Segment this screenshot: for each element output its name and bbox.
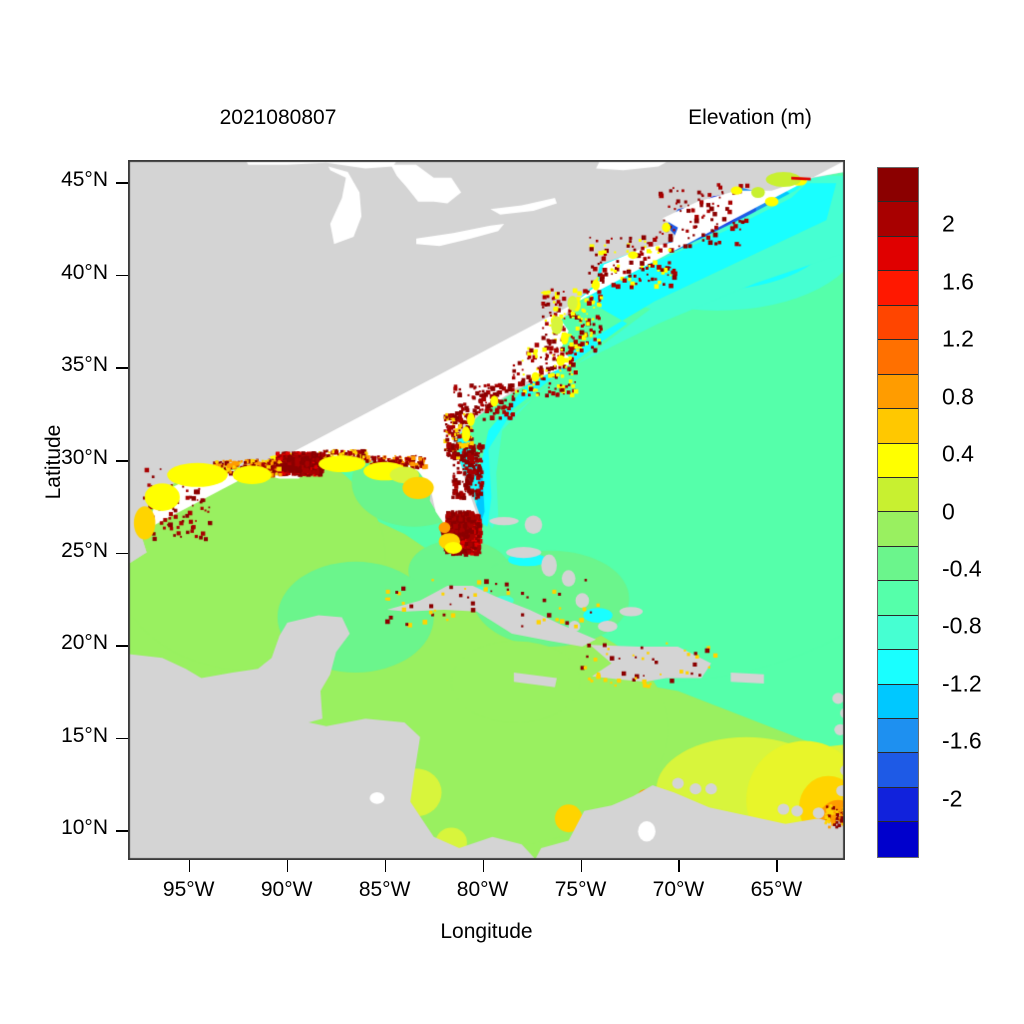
colorbar-tick-label: 2 — [942, 210, 955, 237]
colorbar-cell[interactable] — [878, 822, 918, 857]
colorbar-cell[interactable] — [878, 443, 918, 478]
y-tick — [116, 367, 128, 369]
y-tick — [116, 645, 128, 647]
colorbar-cell[interactable] — [878, 168, 918, 203]
colorbar-cell[interactable] — [878, 650, 918, 685]
x-tick — [776, 860, 778, 872]
x-tick — [580, 860, 583, 872]
colorbar-tick-label: 0.4 — [942, 440, 974, 467]
x-tick — [678, 860, 680, 872]
colorbar-cell[interactable] — [878, 546, 918, 582]
y-tick-label: 35°N — [61, 353, 108, 377]
colorbar-tick-label: -0.4 — [942, 555, 982, 582]
x-tick-label: 70°W — [652, 878, 705, 901]
y-tick — [116, 460, 128, 462]
x-tick-label: 65°W — [750, 878, 803, 901]
map-plot-area[interactable] — [128, 160, 845, 860]
x-tick — [384, 860, 387, 872]
colorbar-tick-label: 1.6 — [942, 268, 974, 295]
colorbar-tick-label: -1.2 — [942, 670, 982, 697]
page-title: 2021080807 — [219, 106, 337, 129]
y-tick — [116, 182, 128, 184]
x-axis-title: Longitude — [440, 920, 533, 943]
colorbar-cell[interactable] — [878, 684, 918, 719]
y-tick-label: 20°N — [61, 631, 108, 655]
y-tick-label: 15°N — [61, 723, 108, 747]
x-tick-label: 75°W — [554, 878, 607, 901]
y-tick — [116, 552, 128, 555]
y-tick — [116, 274, 128, 277]
y-tick — [116, 830, 128, 832]
x-tick-label: 95°W — [162, 878, 215, 901]
colorbar[interactable] — [877, 167, 919, 858]
colorbar-tick-label: 0 — [942, 498, 955, 524]
colorbar-tick-label: -0.8 — [942, 612, 982, 639]
colorbar-cell[interactable] — [878, 340, 918, 375]
colorbar-tick-label: 1.2 — [942, 325, 974, 352]
x-tick-label: 90°W — [260, 878, 313, 901]
y-tick-label: 10°N — [61, 816, 108, 840]
colorbar-cell[interactable] — [878, 787, 918, 823]
y-axis-title: Latitude — [42, 424, 65, 500]
colorbar-cell[interactable] — [878, 581, 918, 616]
y-tick-label: 40°N — [61, 260, 108, 284]
colorbar-cell[interactable] — [878, 409, 918, 444]
colorbar-cell[interactable] — [878, 512, 918, 547]
colorbar-cell[interactable] — [878, 477, 918, 513]
colorbar-tick-label: -1.6 — [942, 727, 982, 754]
colorbar-cell[interactable] — [878, 202, 918, 237]
colorbar-cell[interactable] — [878, 271, 918, 306]
colorbar-cell[interactable] — [878, 615, 918, 651]
elevation-heatmap-canvas — [129, 161, 844, 859]
colorbar-cell[interactable] — [878, 305, 918, 341]
colorbar-tick-label: -2 — [942, 785, 963, 812]
x-tick — [482, 860, 485, 872]
x-tick — [286, 860, 289, 872]
colorbar-cell[interactable] — [878, 236, 918, 272]
x-tick — [188, 860, 191, 872]
y-tick-label: 45°N — [61, 168, 108, 192]
x-tick-label: 85°W — [358, 878, 411, 901]
colorbar-cell[interactable] — [878, 753, 918, 788]
colorbar-cell[interactable] — [878, 719, 918, 754]
y-tick-label: 25°N — [61, 538, 108, 562]
colorbar-tick-label: 0.8 — [942, 383, 974, 410]
x-tick-label: 80°W — [456, 878, 509, 901]
y-tick — [116, 737, 128, 740]
colorbar-labels: 2 1.6 1.2 0.8 0.4 0 -0.4 -0.8 -1.2 -1.6 -2 — [930, 167, 1010, 858]
colorbar-cell[interactable] — [878, 374, 918, 410]
colorbar-title: Elevation (m) — [688, 106, 812, 129]
y-tick-label: 30°N — [61, 446, 108, 469]
